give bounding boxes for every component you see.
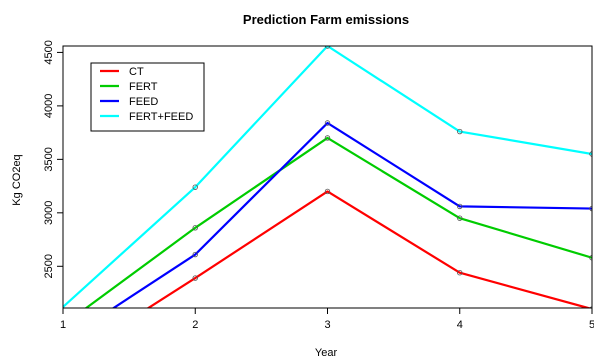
data-point: [324, 135, 331, 141]
y-tick-label: 3000: [43, 201, 55, 225]
data-point: [192, 225, 198, 231]
y-tick-label: 3500: [43, 147, 55, 171]
x-tick-label: 5: [589, 319, 594, 331]
x-tick-label: 2: [192, 319, 198, 331]
data-point: [457, 215, 463, 221]
data-point: [192, 251, 198, 258]
series-line-fert-feed: [63, 46, 592, 308]
data-point: [457, 128, 463, 135]
legend-item-label: FERT+FEED: [129, 111, 193, 123]
data-point: [457, 203, 463, 210]
x-axis: 1 2 3 4 5: [60, 308, 594, 331]
data-point: [589, 205, 592, 212]
series-line-ct: [146, 190, 592, 308]
y-axis: 2500 3000 3500 4000 4500: [43, 40, 63, 279]
plot-area: [63, 46, 592, 308]
data-point: [324, 120, 331, 126]
legend: CT FERT FEED FERT+FEED: [90, 62, 205, 132]
series-line-fert: [84, 136, 592, 308]
data-point: [324, 188, 331, 195]
data-point: [589, 255, 592, 261]
legend-item-label: CT: [129, 66, 144, 78]
legend-box: [90, 62, 205, 132]
x-tick-label: 3: [324, 319, 330, 331]
x-tick-label: 1: [60, 319, 66, 331]
x-axis-label: Year: [315, 347, 338, 359]
y-tick-label: 4000: [43, 94, 55, 118]
series-line-feed: [111, 121, 592, 308]
chart-title: Prediction Farm emissions: [243, 12, 409, 27]
data-point: [457, 270, 463, 276]
x-tick-label: 4: [457, 319, 463, 331]
y-tick-label: 4500: [43, 40, 55, 64]
y-tick-label: 2500: [43, 254, 55, 278]
data-point: [192, 275, 198, 281]
y-axis-label: Kg CO2eq: [11, 154, 23, 205]
data-point: [589, 151, 592, 157]
legend-item-label: FERT: [129, 81, 158, 93]
legend-item-label: FEED: [129, 96, 158, 108]
data-point: [192, 184, 198, 190]
